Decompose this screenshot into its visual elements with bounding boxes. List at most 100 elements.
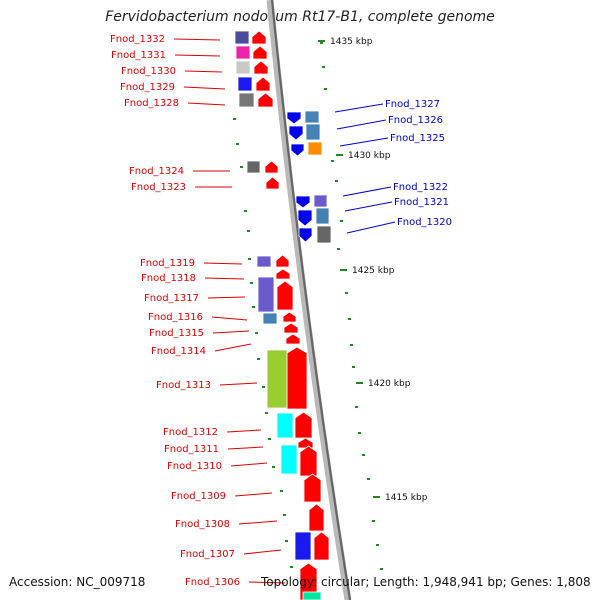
gene-leader-line	[184, 70, 223, 73]
gene-leader-line	[203, 262, 243, 265]
backbone-layer	[266, 0, 352, 600]
gene-arrow	[299, 445, 318, 477]
gene-arrow	[275, 268, 291, 280]
gene-leader-line	[248, 581, 286, 584]
gene-cog-box	[246, 160, 261, 174]
gene-arrow	[251, 30, 267, 45]
guide-dot	[248, 258, 251, 260]
gene-cog-box	[262, 312, 278, 325]
gene-cog-box	[304, 110, 320, 124]
genome-summary-text: Topology: circular; Length: 1,948,941 bp…	[261, 575, 591, 589]
gene-arrow	[265, 176, 280, 190]
gene-arrow	[276, 280, 294, 311]
gene-cog-box	[280, 444, 298, 475]
position-tick	[373, 496, 380, 498]
gene-arrow	[285, 333, 301, 345]
guide-dot	[262, 386, 265, 388]
position-tick	[340, 269, 347, 271]
guide-dot	[348, 318, 351, 320]
gene-arrow	[282, 311, 297, 323]
guide-dot	[362, 454, 365, 456]
gene-label: Fnod_1332	[110, 34, 165, 45]
gene-leader-line	[243, 549, 282, 555]
position-tick	[336, 154, 343, 156]
guide-dot	[324, 88, 327, 90]
position-tick-label: 1420 kbp	[368, 379, 411, 389]
gene-arrow	[255, 76, 271, 92]
guide-dot	[352, 366, 355, 368]
position-tick-label: 1430 kbp	[348, 151, 391, 161]
gene-label: Fnod_1331	[111, 50, 166, 61]
gene-leader-line	[219, 382, 258, 386]
gene-leader-line	[211, 316, 248, 321]
guide-dot	[350, 344, 353, 346]
gene-leader-line	[183, 86, 226, 90]
guide-dot	[252, 306, 255, 308]
guide-dot	[250, 282, 253, 284]
gene-leader-line	[342, 186, 392, 197]
position-tick	[318, 40, 325, 42]
guide-dot	[268, 438, 271, 440]
guide-dot	[272, 466, 275, 468]
gene-arrow	[299, 562, 318, 600]
gene-leader-line	[207, 296, 246, 299]
gene-cog-box	[315, 207, 330, 225]
guide-dot	[355, 406, 358, 408]
gene-cog-box	[256, 255, 272, 268]
gene-cog-box	[276, 412, 294, 439]
gene-leader-line	[204, 277, 245, 280]
guide-dot	[280, 490, 283, 492]
gene-leader-line	[230, 462, 268, 467]
gene-leader-line	[174, 54, 221, 57]
guide-dot	[240, 166, 243, 168]
gene-label: Fnod_1321	[394, 197, 449, 208]
position-tick-label: 1435 kbp	[330, 37, 373, 47]
guide-dot	[335, 180, 338, 182]
guide-dot	[265, 412, 268, 414]
gene-label: Fnod_1330	[121, 66, 176, 77]
gene-label: Fnod_1318	[141, 273, 196, 284]
gene-arrow	[253, 60, 269, 75]
guide-dot	[233, 118, 236, 120]
gene-label: Fnod_1317	[144, 293, 199, 304]
guide-dot	[290, 566, 293, 568]
gene-label: Fnod_1325	[390, 133, 445, 144]
gene-leader-line	[339, 137, 389, 147]
gene-leader-line	[212, 330, 250, 334]
gene-leader-line	[336, 119, 387, 130]
gene-label: Fnod_1308	[175, 519, 230, 530]
gene-label: Fnod_1310	[167, 461, 222, 472]
gene-arrow	[275, 254, 290, 268]
gene-cog-box	[316, 225, 332, 244]
gene-cog-box	[257, 276, 275, 313]
gene-label: Fnod_1311	[164, 444, 219, 455]
gene-cog-box	[235, 60, 251, 75]
gene-arrow	[297, 209, 313, 227]
guide-dot	[283, 514, 286, 516]
gene-arrow	[288, 125, 304, 141]
gene-label: Fnod_1314	[151, 346, 206, 357]
gene-arrow	[295, 195, 311, 209]
gene-label: Fnod_1309	[171, 491, 226, 502]
guide-dot	[340, 220, 343, 222]
gene-label: Fnod_1326	[388, 115, 443, 126]
gene-leader-line	[214, 343, 252, 352]
gene-arrow	[298, 227, 313, 243]
guide-dot	[320, 42, 323, 44]
gene-label: Fnod_1312	[163, 427, 218, 438]
gene-cog-box	[302, 591, 322, 600]
guide-dot	[372, 520, 375, 522]
gene-arrow	[313, 531, 330, 561]
gene-labels-layer: Fnod_1332 Fnod_1331 Fnod_1330 Fnod_1329 Fnod…	[110, 34, 452, 588]
guide-dot	[322, 66, 325, 68]
gene-arrow	[264, 160, 279, 174]
gene-features-layer	[234, 30, 332, 600]
gene-label: Fnod_1323	[131, 182, 186, 193]
gene-label: Fnod_1315	[149, 328, 204, 339]
guide-dot	[255, 332, 258, 334]
gene-label: Fnod_1320	[397, 217, 452, 228]
guide-dot	[236, 143, 239, 145]
gene-leader-line	[173, 38, 221, 41]
gene-label: Fnod_1329	[120, 82, 175, 93]
